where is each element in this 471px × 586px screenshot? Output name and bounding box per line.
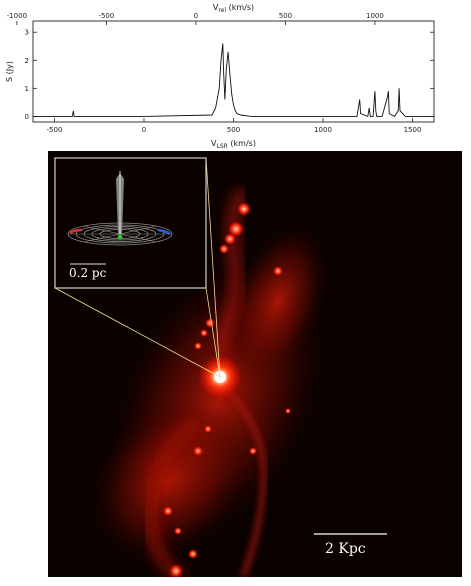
top-tick-label: 1000 (366, 12, 384, 20)
galaxy-hii-knots (163, 202, 291, 577)
galaxy-image (54, 157, 387, 577)
bottom-tick-label: 1000 (314, 126, 332, 134)
top-tick-label: -500 (98, 12, 114, 20)
galaxy-image-panel: 0.2 pc 2 Kpc (48, 151, 462, 577)
y-tick-label: 0 (25, 113, 29, 121)
inset-zoom-lines (54, 157, 221, 378)
top-tick-label: -1000 (7, 12, 27, 20)
y-tick-label: 1 (25, 85, 29, 93)
bottom-tick-label: -500 (47, 126, 63, 134)
main-scale-label: 2 Kpc (325, 541, 366, 557)
disk-inset (54, 157, 207, 289)
y-tick-label: 3 (25, 29, 29, 37)
inset-scale-label: 0.2 pc (69, 266, 107, 280)
spectrum-chart: -500 0 500 1000 1500 -1000 -500 0 500 1000 0 1 2 3 Vre… (0, 0, 471, 150)
top-tick-label: 0 (194, 12, 198, 20)
top-axis-label: Vrel (km/s) (213, 3, 254, 14)
y-axis-label: S (Jy) (5, 61, 14, 82)
spectrum-line (33, 43, 434, 118)
maser-disk-model (67, 171, 173, 246)
y-tick-label: 2 (25, 57, 29, 65)
bottom-tick-label: 1500 (404, 126, 422, 134)
top-tick-label: 500 (279, 12, 292, 20)
bottom-tick-label: 0 (142, 126, 146, 134)
bottom-axis-label: VLSR (km/s) (211, 139, 256, 150)
bottom-tick-label: 500 (227, 126, 240, 134)
